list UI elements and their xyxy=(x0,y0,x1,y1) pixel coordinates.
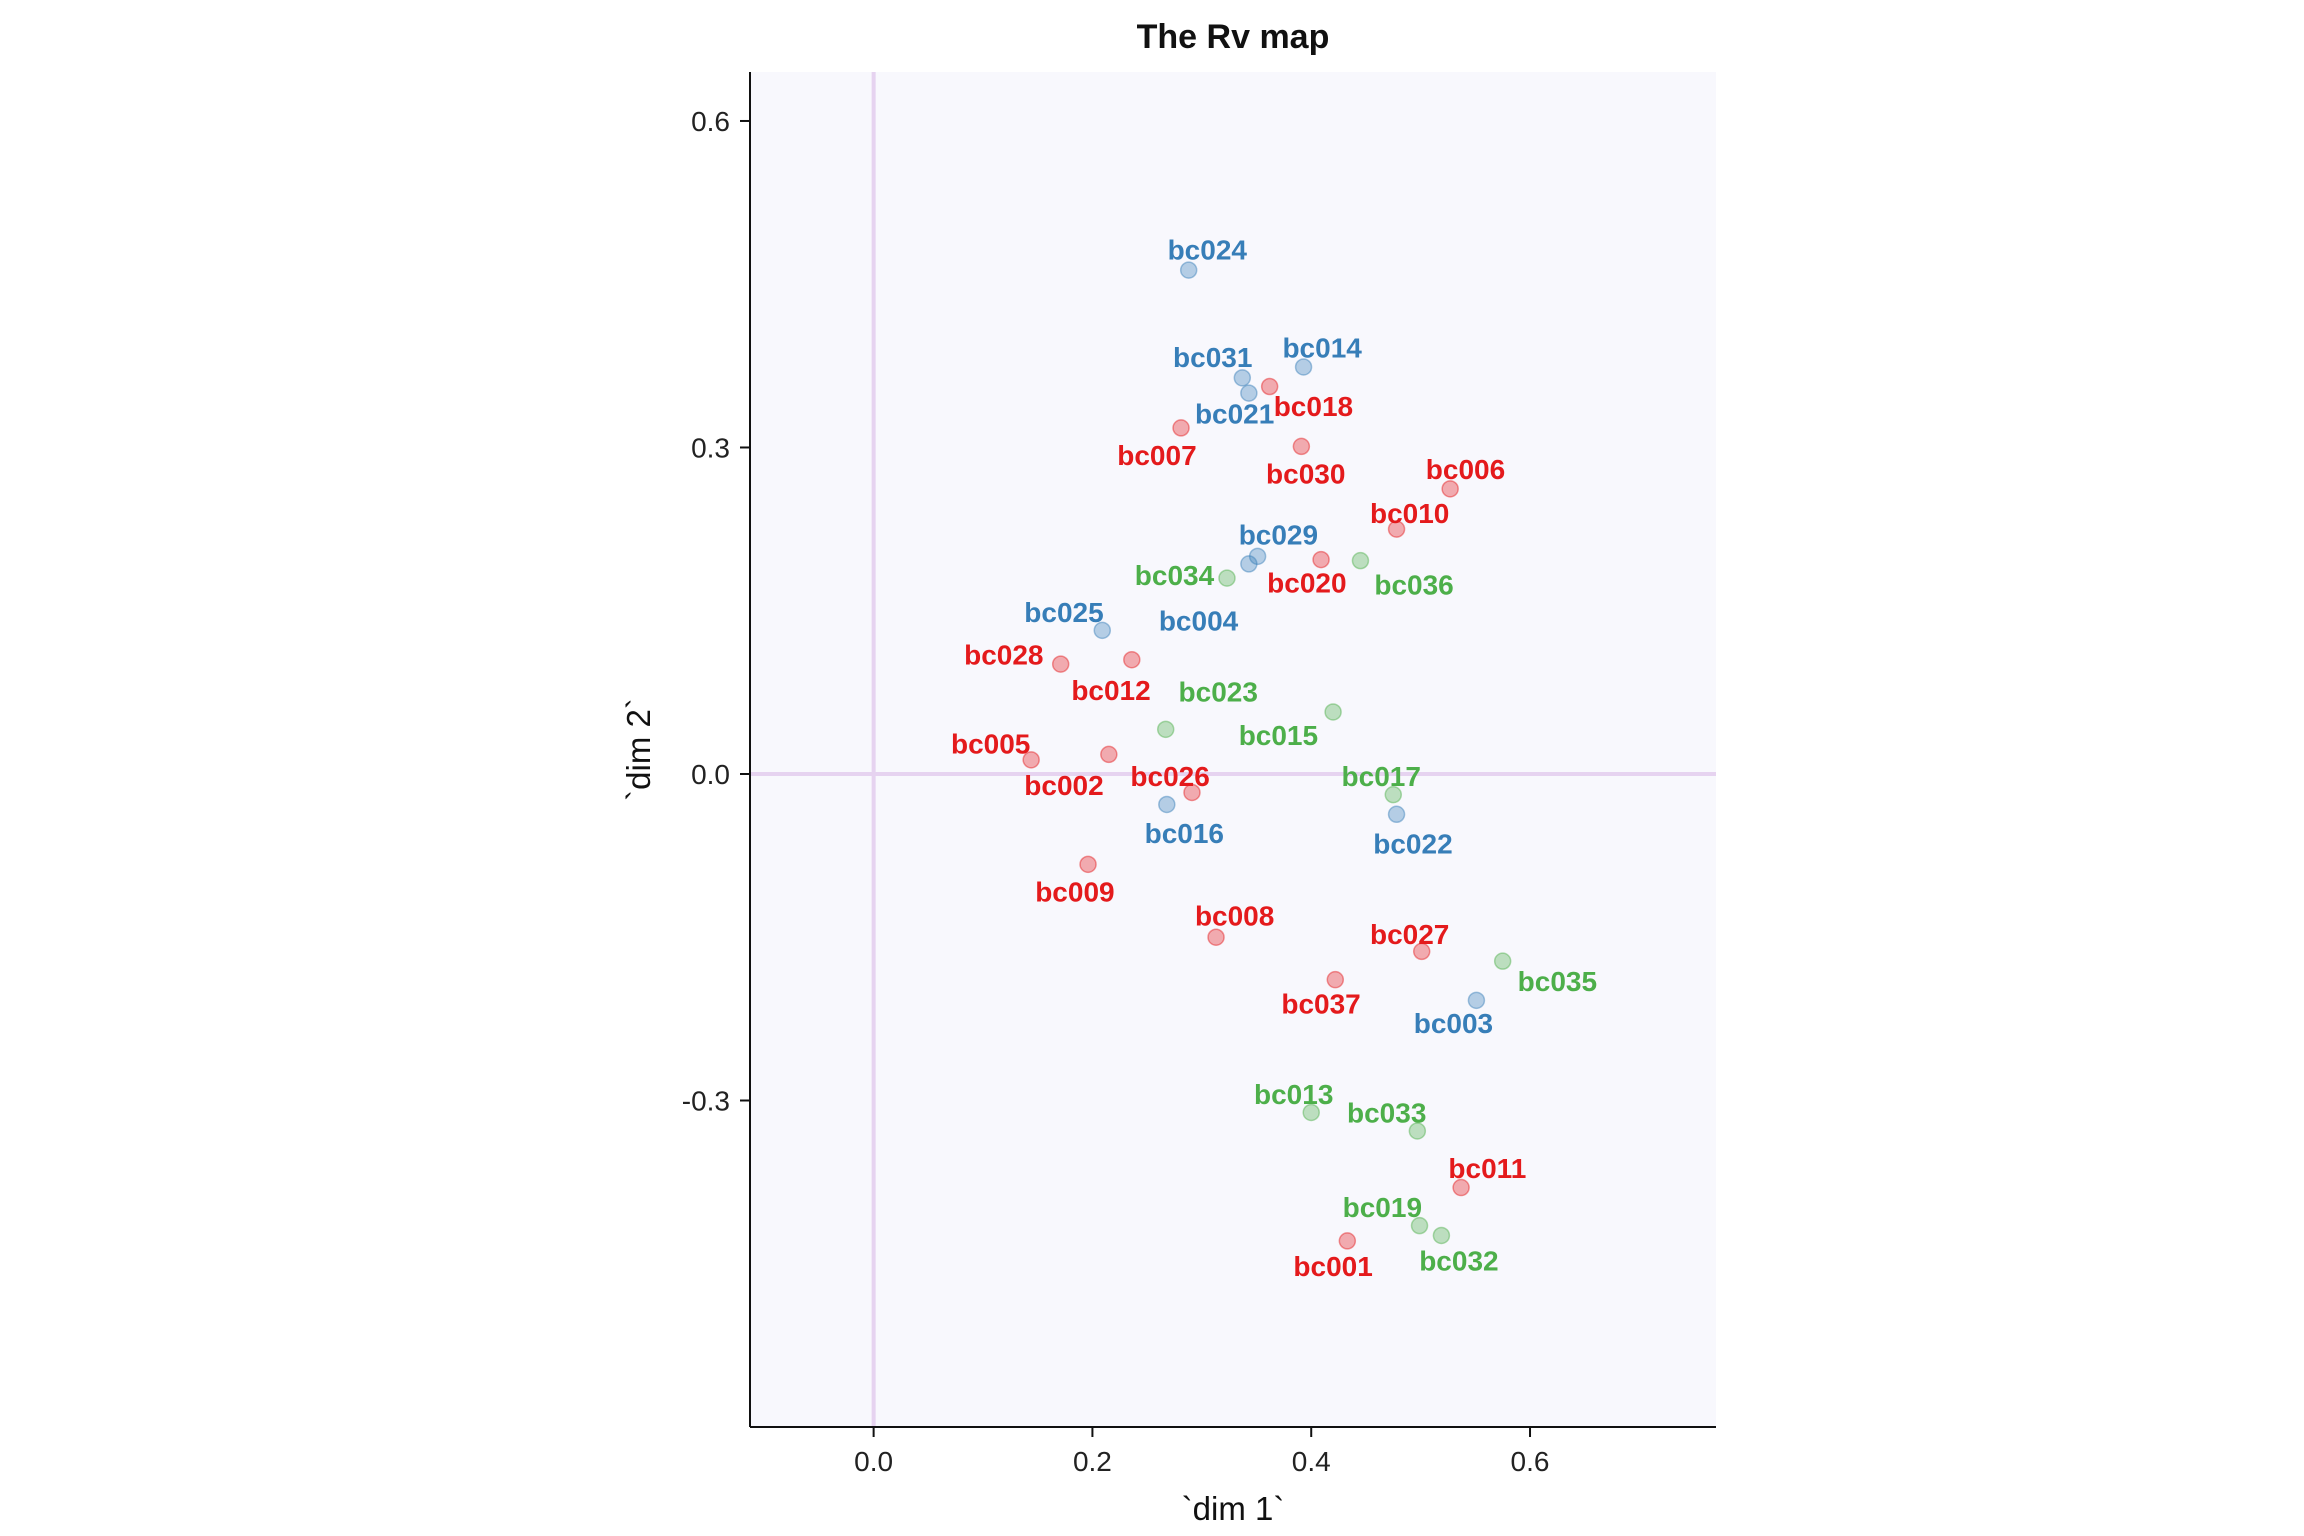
point-bc021 xyxy=(1240,384,1258,402)
point-label-bc006: bc006 xyxy=(1426,454,1505,485)
point-label-bc032: bc032 xyxy=(1419,1245,1498,1276)
point-label-bc030: bc030 xyxy=(1266,459,1345,490)
point-label-bc023: bc023 xyxy=(1179,676,1258,707)
point-bc034 xyxy=(1218,569,1236,587)
point-label-bc014: bc014 xyxy=(1282,332,1362,363)
point-bc017 xyxy=(1384,785,1403,804)
point-bc020 xyxy=(1312,550,1330,569)
point-bc028 xyxy=(1051,655,1070,673)
x-axis-title: `dim 1` xyxy=(1182,1490,1285,1527)
point-bc010 xyxy=(1387,520,1406,538)
point-bc027 xyxy=(1412,942,1431,961)
point-bc008 xyxy=(1207,928,1225,946)
point-bc033 xyxy=(1408,1122,1427,1140)
y-tick-label: 0.6 xyxy=(691,106,730,137)
point-bc002 xyxy=(1100,745,1118,764)
point-bc015 xyxy=(1324,703,1342,721)
point-label-bc013: bc013 xyxy=(1254,1079,1333,1110)
y-tick-label: -0.3 xyxy=(682,1085,730,1116)
point-label-bc025: bc025 xyxy=(1024,597,1103,628)
point-bc023 xyxy=(1156,720,1175,739)
point-label-bc019: bc019 xyxy=(1343,1192,1422,1223)
point-bc013 xyxy=(1302,1103,1320,1122)
point-label-bc004: bc004 xyxy=(1159,606,1239,637)
point-label-bc017: bc017 xyxy=(1342,761,1421,792)
point-label-bc026: bc026 xyxy=(1130,761,1209,792)
point-bc007 xyxy=(1172,419,1190,437)
point-label-bc036: bc036 xyxy=(1374,570,1453,601)
point-bc005 xyxy=(1022,751,1040,769)
point-label-bc024: bc024 xyxy=(1168,234,1248,265)
point-bc031 xyxy=(1233,369,1252,387)
point-label-bc027: bc027 xyxy=(1370,919,1449,950)
x-tick-label: 0.6 xyxy=(1511,1446,1550,1477)
point-bc018 xyxy=(1260,377,1279,396)
point-bc037 xyxy=(1326,970,1345,989)
point-bc029 xyxy=(1248,547,1267,566)
point-label-bc033: bc033 xyxy=(1347,1097,1426,1128)
y-axis-ticks: -0.3 0.0 0.3 0.6 xyxy=(682,106,750,1116)
y-axis-title: `dim 2` xyxy=(620,698,657,801)
point-label-bc010: bc010 xyxy=(1370,498,1449,529)
point-bc019 xyxy=(1410,1216,1429,1235)
point-bc003 xyxy=(1467,991,1486,1010)
point-bc036 xyxy=(1351,551,1370,570)
point-label-bc007: bc007 xyxy=(1117,440,1196,471)
point-label-bc003: bc003 xyxy=(1414,1008,1493,1039)
point-label-bc034: bc034 xyxy=(1135,560,1215,591)
point-bc014 xyxy=(1294,358,1313,376)
point-bc001 xyxy=(1338,1232,1357,1250)
x-tick-label: 0.4 xyxy=(1292,1446,1331,1477)
point-label-bc037: bc037 xyxy=(1281,989,1360,1020)
x-tick-label: 0.0 xyxy=(854,1446,893,1477)
y-tick-label: 0.0 xyxy=(691,759,730,790)
point-bc025 xyxy=(1093,621,1112,640)
point-bc009 xyxy=(1079,855,1097,874)
point-label-bc005: bc005 xyxy=(951,729,1030,760)
point-label-bc012: bc012 xyxy=(1071,675,1150,706)
point-label-bc029: bc029 xyxy=(1239,520,1318,551)
point-label-bc031: bc031 xyxy=(1173,342,1252,373)
point-label-bc028: bc028 xyxy=(964,639,1043,670)
point-label-bc011: bc011 xyxy=(1448,1153,1526,1184)
point-bc011 xyxy=(1452,1178,1470,1197)
x-axis-ticks: 0.0 0.2 0.4 0.6 xyxy=(854,1427,1549,1477)
points-layer xyxy=(1022,261,1512,1250)
point-label-bc021: bc021 xyxy=(1195,399,1274,430)
point-bc006 xyxy=(1441,480,1459,498)
point-label-bc009: bc009 xyxy=(1035,877,1114,908)
x-tick-label: 0.2 xyxy=(1073,1446,1112,1477)
point-label-bc016: bc016 xyxy=(1145,818,1224,849)
y-tick-label: 0.3 xyxy=(691,432,730,463)
chart-title: The Rv map xyxy=(1137,18,1330,56)
point-label-bc022: bc022 xyxy=(1373,829,1452,860)
point-bc026 xyxy=(1183,783,1201,802)
point-bc016 xyxy=(1158,795,1176,814)
point-bc004 xyxy=(1240,555,1258,573)
point-label-bc001: bc001 xyxy=(1293,1251,1372,1282)
point-label-bc008: bc008 xyxy=(1195,900,1274,931)
point-bc032 xyxy=(1432,1226,1451,1245)
point-bc024 xyxy=(1179,261,1198,279)
point-label-bc018: bc018 xyxy=(1274,391,1353,422)
point-label-bc020: bc020 xyxy=(1267,567,1346,598)
point-label-bc035: bc035 xyxy=(1518,966,1597,997)
point-label-bc002: bc002 xyxy=(1024,770,1103,801)
plot-panel xyxy=(750,72,1716,1427)
point-bc012 xyxy=(1123,650,1141,669)
point-label-bc015: bc015 xyxy=(1239,720,1318,751)
point-bc030 xyxy=(1292,437,1311,456)
point-bc022 xyxy=(1387,805,1406,824)
point-bc035 xyxy=(1493,952,1512,970)
